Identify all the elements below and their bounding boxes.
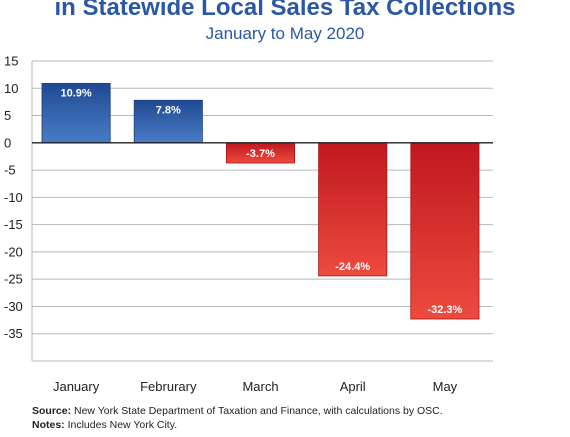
y-tick-label: -10 [4,190,23,205]
bar-january [41,82,111,144]
y-tick-label: -20 [4,244,23,259]
footer-notes: Source: New York State Department of Tax… [32,404,443,432]
bar-februrary [133,99,203,144]
y-tick-label: 0 [4,135,11,150]
x-category-label: April [340,379,366,394]
notes-label: Notes: [32,419,65,431]
data-label: -32.3% [427,304,462,316]
x-category-label: January [53,379,100,394]
y-tick-label: 5 [4,108,11,123]
data-label: -24.4% [335,261,370,273]
bar-chart: 15 10 5 0 -5 -10 -15 -20 -25 -30 -35 10.9% January 7.… [4,54,493,394]
labels: 15 10 5 0 -5 -10 -15 -20 -25 -30 -35 10.9% January 7.… [4,54,493,394]
x-category-label: May [433,379,458,394]
y-tick-label: -5 [4,163,16,178]
bar-may [410,142,480,320]
source-line: Source: New York State Department of Tax… [32,404,443,418]
chart-title: in Statewide Local Sales Tax Collections [54,0,516,21]
data-label: 10.9% [60,87,91,99]
data-label: 7.8% [156,104,181,116]
y-tick-label: -30 [4,299,23,314]
notes-line: Notes: Includes New York City. [32,418,443,432]
x-category-label: March [242,379,278,394]
y-tick-label: -25 [4,272,23,287]
bar-april [318,142,388,277]
source-label: Source: [32,405,72,417]
y-tick-label: 15 [4,54,18,69]
notes-text: Includes New York City. [64,419,178,431]
y-tick-label: -35 [4,326,23,341]
bars [41,82,480,320]
y-tick-label: -15 [4,217,23,232]
chart-subtitle: January to May 2020 [205,24,365,43]
data-label: -3.7% [246,148,275,160]
x-category-label: Februrary [140,379,197,394]
source-text: New York State Department of Taxation an… [71,405,443,417]
y-tick-label: 10 [4,81,18,96]
